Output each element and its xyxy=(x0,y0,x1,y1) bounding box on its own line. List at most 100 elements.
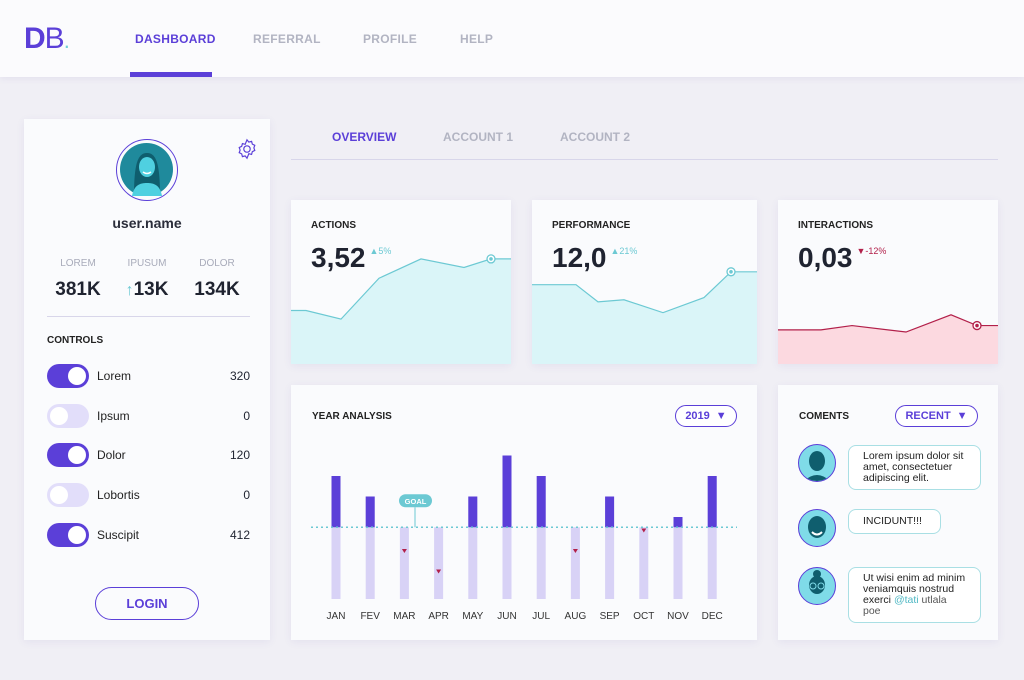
divider xyxy=(47,316,250,317)
control-value: 0 xyxy=(243,488,250,503)
bar-fev-above-goal xyxy=(365,496,375,528)
nav-help[interactable]: HELP xyxy=(460,32,494,46)
mention-link[interactable]: @tati xyxy=(893,594,919,606)
commenter-avatar[interactable] xyxy=(798,444,836,482)
kpi-value: 0,03 xyxy=(798,242,853,273)
control-label: Ipsum xyxy=(97,408,130,423)
login-button[interactable]: LOGIN xyxy=(95,587,199,620)
controls-title: CONTROLS xyxy=(47,335,104,346)
bar-fev-base xyxy=(365,496,375,599)
month-label: JUL xyxy=(532,611,551,622)
control-label: Lobortis xyxy=(97,488,140,503)
user-avatar-icon xyxy=(120,143,173,196)
kpi-value-row: 3,52 ▲5% xyxy=(311,242,391,274)
comment-bubble: Ut wisi enim ad minim veniamquis nostrud… xyxy=(848,567,981,623)
man-beard-avatar-icon xyxy=(804,451,830,481)
month-label: OCT xyxy=(633,611,655,622)
commenter-avatar[interactable] xyxy=(798,567,836,605)
below-goal-marker xyxy=(401,549,407,553)
toggle-lobortis[interactable] xyxy=(47,483,89,508)
toggle-lorem[interactable] xyxy=(47,364,89,388)
below-goal-marker xyxy=(572,549,578,553)
below-goal-marker xyxy=(436,569,442,574)
comments-title: COMENTS xyxy=(799,411,849,422)
bar-nov-above-goal xyxy=(673,517,683,528)
logo[interactable]: DB. xyxy=(24,22,70,55)
month-label: AUG xyxy=(564,611,587,622)
caret-down-icon: ▼ xyxy=(956,410,968,422)
sparkline-line xyxy=(291,258,511,320)
kpi-change: ▲21% xyxy=(610,246,638,256)
bar-oct-base xyxy=(639,527,649,599)
toggle-suscipit[interactable] xyxy=(47,522,89,547)
kpi-value-row: 0,03 ▼-12% xyxy=(798,242,886,274)
stat-ipusum: ↑13K xyxy=(107,279,187,301)
bar-jan-base xyxy=(331,476,341,599)
bar-jul-base xyxy=(536,476,546,599)
nav-referral[interactable]: REFERRAL xyxy=(253,32,321,46)
bar-sep-above-goal xyxy=(605,496,615,528)
kpi-sparkline xyxy=(778,314,998,364)
month-label: SEP xyxy=(599,611,620,622)
tab-account-2[interactable]: ACCOUNT 2 xyxy=(560,130,631,144)
month-label: FEV xyxy=(360,611,380,622)
arrow-up-icon: ↑ xyxy=(125,282,134,299)
bar-mar-base xyxy=(399,527,409,599)
stat-value: 13K xyxy=(133,279,169,300)
control-value: 120 xyxy=(229,448,250,463)
tab-overview[interactable]: OVERVIEW xyxy=(332,130,397,144)
control-label: Lorem xyxy=(97,369,132,383)
month-label: JAN xyxy=(326,611,346,622)
kpi-sparkline xyxy=(291,254,511,364)
comment-bubble: INCIDUNT!!! xyxy=(848,509,941,534)
caret-down-icon: ▼ xyxy=(715,410,727,422)
control-label: Suscipit xyxy=(97,527,140,542)
nav-profile[interactable]: PROFILE xyxy=(363,32,418,46)
bar-jan-above-goal xyxy=(331,476,341,528)
tabs-divider xyxy=(291,159,998,160)
chart-title: YEAR ANALYSIS xyxy=(312,411,392,422)
commenter-avatar[interactable] xyxy=(798,509,836,547)
year-bar-chart: GOAL xyxy=(311,455,737,599)
top-nav: DB. DASHBOARD REFERRAL PROFILE HELP xyxy=(0,0,1024,77)
bar-nov-base xyxy=(673,517,683,599)
tab-account-1[interactable]: ACCOUNT 1 xyxy=(443,130,514,144)
recent-filter-select[interactable]: RECENT ▼ xyxy=(895,405,978,427)
stat-label: DOLOR xyxy=(199,258,235,269)
month-label: JUN xyxy=(497,611,517,622)
man-smiling-avatar-icon xyxy=(808,516,826,538)
toggle-dolor[interactable] xyxy=(47,443,89,468)
bar-may-above-goal xyxy=(468,496,478,528)
username: user.name xyxy=(112,215,182,231)
kpi-card-interactions: INTERACTIONS 0,03 ▼-12% xyxy=(778,200,998,364)
kpi-title: ACTIONS xyxy=(311,220,356,231)
control-label: Dolor xyxy=(97,448,126,463)
bar-may-base xyxy=(468,496,478,599)
month-label: DEC xyxy=(701,611,723,622)
bar-sep-base xyxy=(605,496,615,599)
sparkline-line xyxy=(532,271,757,314)
stat-value: 381K xyxy=(55,279,101,300)
goal-tag xyxy=(399,494,432,508)
bar-aug-base xyxy=(570,527,580,599)
bar-jun-above-goal xyxy=(502,455,512,528)
sparkline-area xyxy=(291,258,511,364)
control-value: 0 xyxy=(243,408,250,423)
comment-bubble: Lorem ipsum dolor sit amet, consectetuer… xyxy=(848,445,981,490)
toggle-ipsum[interactable] xyxy=(47,403,89,428)
gear-icon[interactable] xyxy=(236,138,258,160)
kpi-title: PERFORMANCE xyxy=(552,220,631,231)
nav-dashboard[interactable]: DASHBOARD xyxy=(135,32,216,46)
control-value: 412 xyxy=(229,527,250,542)
year-select[interactable]: 2019 ▼ xyxy=(675,405,737,427)
bar-dec-base xyxy=(707,476,717,599)
bar-jul-above-goal xyxy=(536,476,546,528)
below-goal-marker xyxy=(641,528,647,533)
kpi-value: 3,52 xyxy=(311,242,366,273)
kpi-change: ▲5% xyxy=(369,246,392,256)
avatar[interactable] xyxy=(116,139,178,201)
sparkline-marker-dot xyxy=(489,257,493,261)
bar-dec-above-goal xyxy=(707,476,717,528)
kpi-change: ▼-12% xyxy=(856,246,887,256)
control-value: 320 xyxy=(229,369,250,383)
